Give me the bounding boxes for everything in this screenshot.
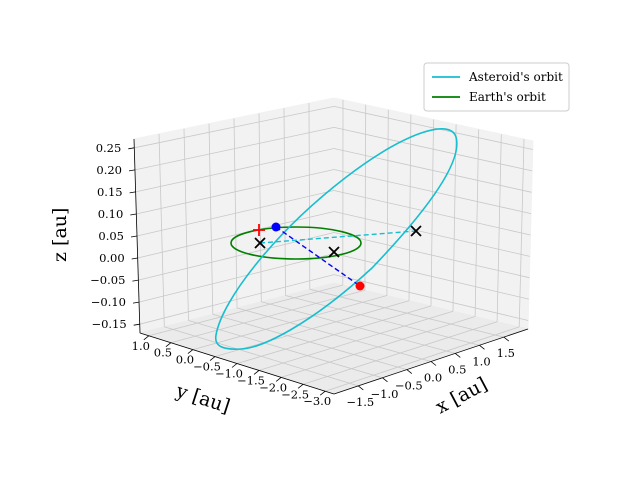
legend: Asteroid's orbit Earth's orbit [423, 62, 570, 112]
red-dot-marker [355, 281, 365, 291]
z-gridline [333, 106, 533, 150]
y-gridline [258, 310, 454, 371]
z-tick-label: 0.25 [96, 141, 122, 155]
z-gridline [333, 169, 532, 214]
y-tick [187, 349, 194, 354]
x-tick-label: 0.0 [424, 371, 442, 385]
y-tick-label: −1.5 [237, 373, 265, 387]
y-tick-label: −1.0 [215, 367, 243, 381]
y-tick [231, 363, 238, 368]
y-tick [143, 335, 150, 341]
z-tick-label: 0.05 [98, 229, 124, 243]
asteroid-orbit-line [214, 128, 458, 350]
legend-label-earth: Earth's orbit [469, 90, 546, 104]
z-gridline [136, 169, 335, 215]
x-tick [455, 353, 461, 358]
y-tick-label: −3.0 [303, 394, 331, 408]
z-gridline [138, 253, 335, 303]
x-tick [406, 369, 413, 374]
y-gridline [192, 295, 388, 350]
y-tick [165, 342, 172, 348]
x-tick-label: 0.5 [448, 362, 466, 376]
z-gridline [333, 190, 531, 236]
y-tick-label: 0.5 [154, 346, 172, 360]
x-tick [479, 344, 485, 350]
z-gridline [136, 190, 335, 237]
z-tick [128, 147, 135, 150]
x-tick-label: −0.5 [395, 379, 423, 393]
z-axis-label: z [au] [49, 208, 71, 262]
y-gridline [170, 289, 366, 344]
z-tick-label: 0.15 [97, 185, 123, 199]
z-gridline [139, 274, 335, 325]
y-gridline [325, 326, 520, 392]
z-tick-label: 0.20 [96, 163, 122, 177]
y-gridline [280, 316, 476, 378]
z-tick [133, 323, 140, 326]
z-gridline [134, 127, 335, 171]
x-tick-label: −1.5 [346, 395, 374, 409]
blue-dot-marker [271, 222, 281, 232]
z-tick-label: −0.10 [91, 295, 126, 309]
z-tick [129, 191, 136, 194]
tick-marks-and-labels: −1.5−1.0−0.50.00.51.01.51.0 0.5 0.0−0.5−1.… [90, 141, 515, 409]
z-tick-label: 0.00 [99, 251, 125, 265]
z-gridline [333, 127, 533, 172]
x-tick [503, 336, 510, 342]
legend-box [423, 62, 570, 112]
grid-lines [134, 99, 533, 392]
y-gridline [214, 300, 410, 357]
z-tick [130, 235, 138, 238]
red-plus-marker [253, 224, 265, 236]
z-tick-label: −0.05 [90, 273, 125, 287]
y-tick [253, 370, 260, 375]
y-tick-label: 0.0 [176, 353, 194, 367]
z-tick [131, 257, 138, 260]
y-tick-label: −2.5 [281, 387, 309, 401]
z-gridline [333, 253, 529, 300]
z-tick [128, 169, 136, 172]
y-gridline [148, 284, 343, 337]
y-tick [297, 383, 304, 389]
y-tick [275, 377, 282, 382]
z-gridline [134, 106, 335, 149]
z-tick [132, 301, 140, 304]
z-tick-label: 0.10 [98, 207, 124, 221]
y-axis-label: y [au] [173, 380, 233, 418]
x-tick [382, 377, 388, 383]
chart-data-layer [214, 128, 458, 350]
black-x-marker [410, 225, 422, 237]
y-tick-label: −0.5 [193, 360, 221, 374]
x-tick-label: 1.0 [472, 354, 490, 368]
legend-label-asteroid: Asteroid's orbit [468, 70, 563, 84]
y-gridline [302, 321, 498, 385]
y-gridline [236, 305, 432, 364]
y-tick-label: −2.0 [259, 380, 287, 394]
z-tick-label: −0.15 [91, 317, 126, 331]
x-tick-label: 1.5 [497, 346, 515, 360]
blue-dashed-connector [275, 226, 361, 287]
z-gridline [333, 211, 530, 257]
z-gridline [333, 148, 532, 193]
y-tick [319, 390, 326, 396]
z-gridline [333, 274, 529, 321]
z-gridline [333, 232, 530, 279]
z-gridline [137, 211, 335, 259]
z-gridline [135, 148, 335, 193]
x-tick [358, 385, 364, 391]
x-tick-label: −1.0 [371, 387, 399, 401]
black-x-marker [254, 237, 266, 249]
y-tick-label: 1.0 [132, 339, 150, 353]
cyan-dashed-connector [259, 230, 417, 244]
z-tick [132, 279, 139, 282]
black-x-marker [328, 246, 340, 258]
x-tick [430, 361, 437, 366]
y-tick [209, 356, 216, 361]
z-tick [130, 213, 137, 216]
